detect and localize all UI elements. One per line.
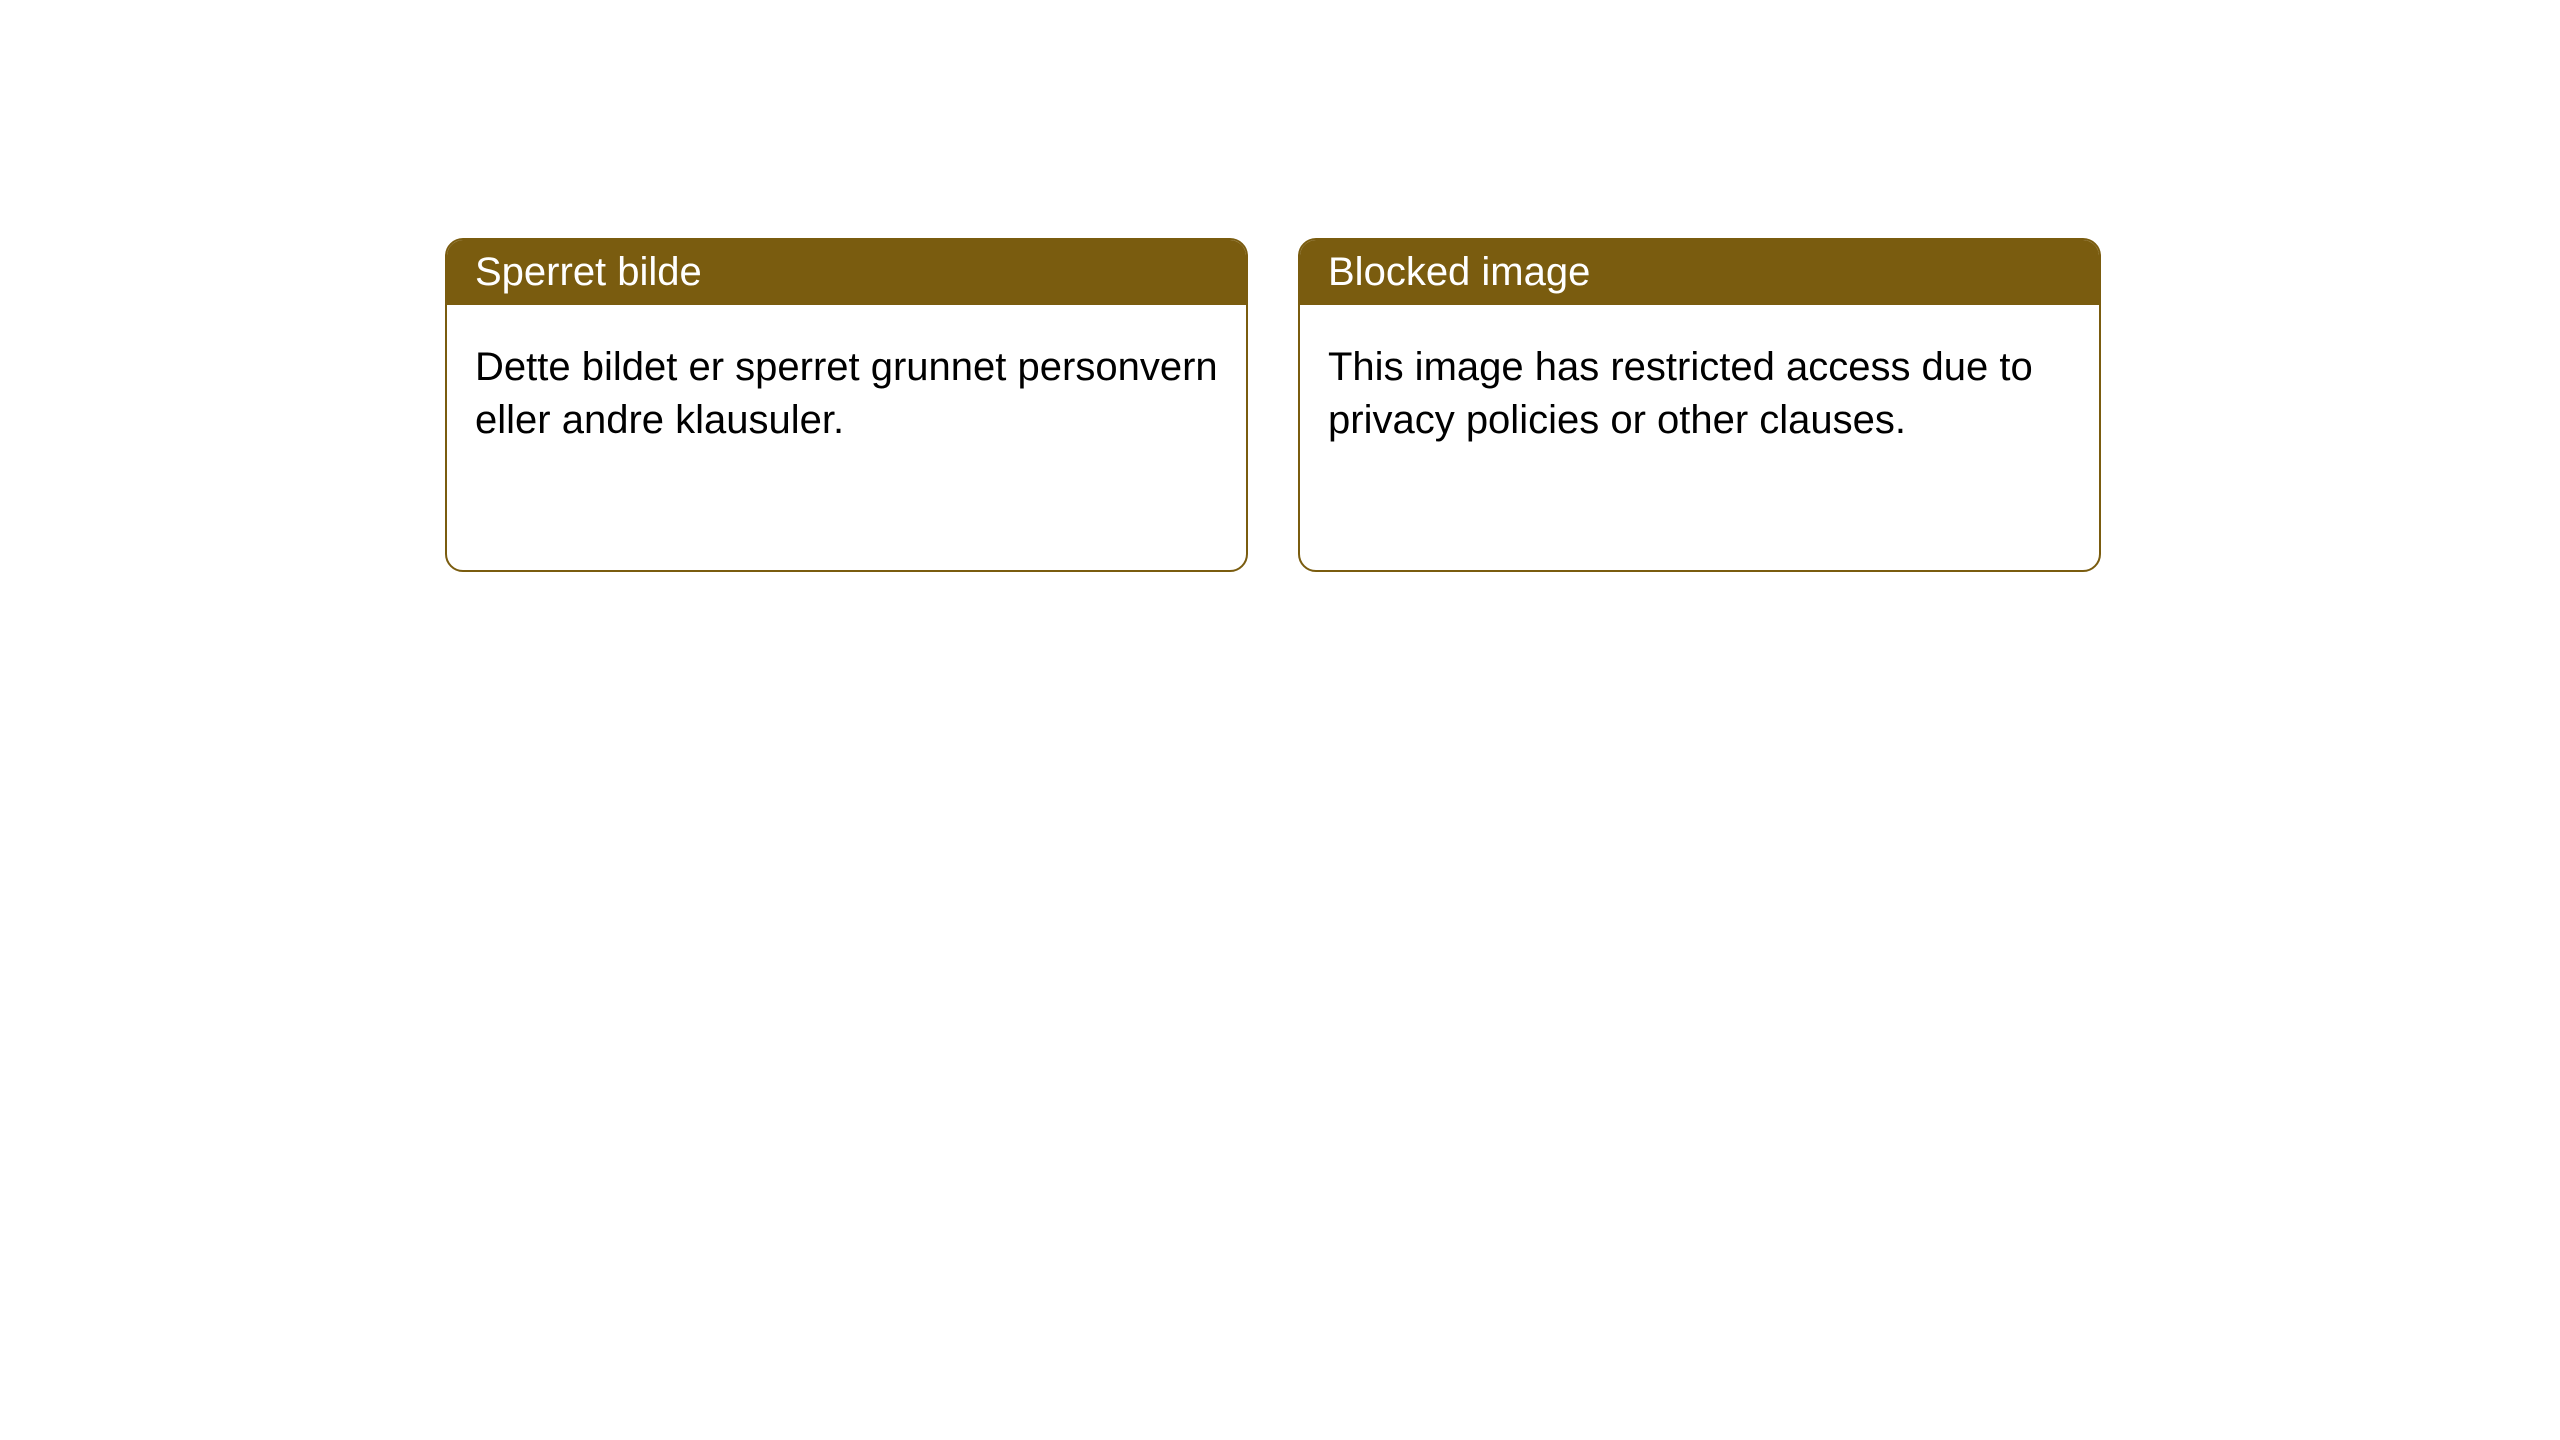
notice-body-english: This image has restricted access due to … bbox=[1300, 305, 2099, 483]
notice-header-english: Blocked image bbox=[1300, 240, 2099, 305]
notice-header-norwegian: Sperret bilde bbox=[447, 240, 1246, 305]
blocked-image-notice-norwegian: Sperret bilde Dette bildet er sperret gr… bbox=[445, 238, 1248, 572]
notice-body-norwegian: Dette bildet er sperret grunnet personve… bbox=[447, 305, 1246, 483]
notice-container: Sperret bilde Dette bildet er sperret gr… bbox=[445, 238, 2101, 572]
blocked-image-notice-english: Blocked image This image has restricted … bbox=[1298, 238, 2101, 572]
